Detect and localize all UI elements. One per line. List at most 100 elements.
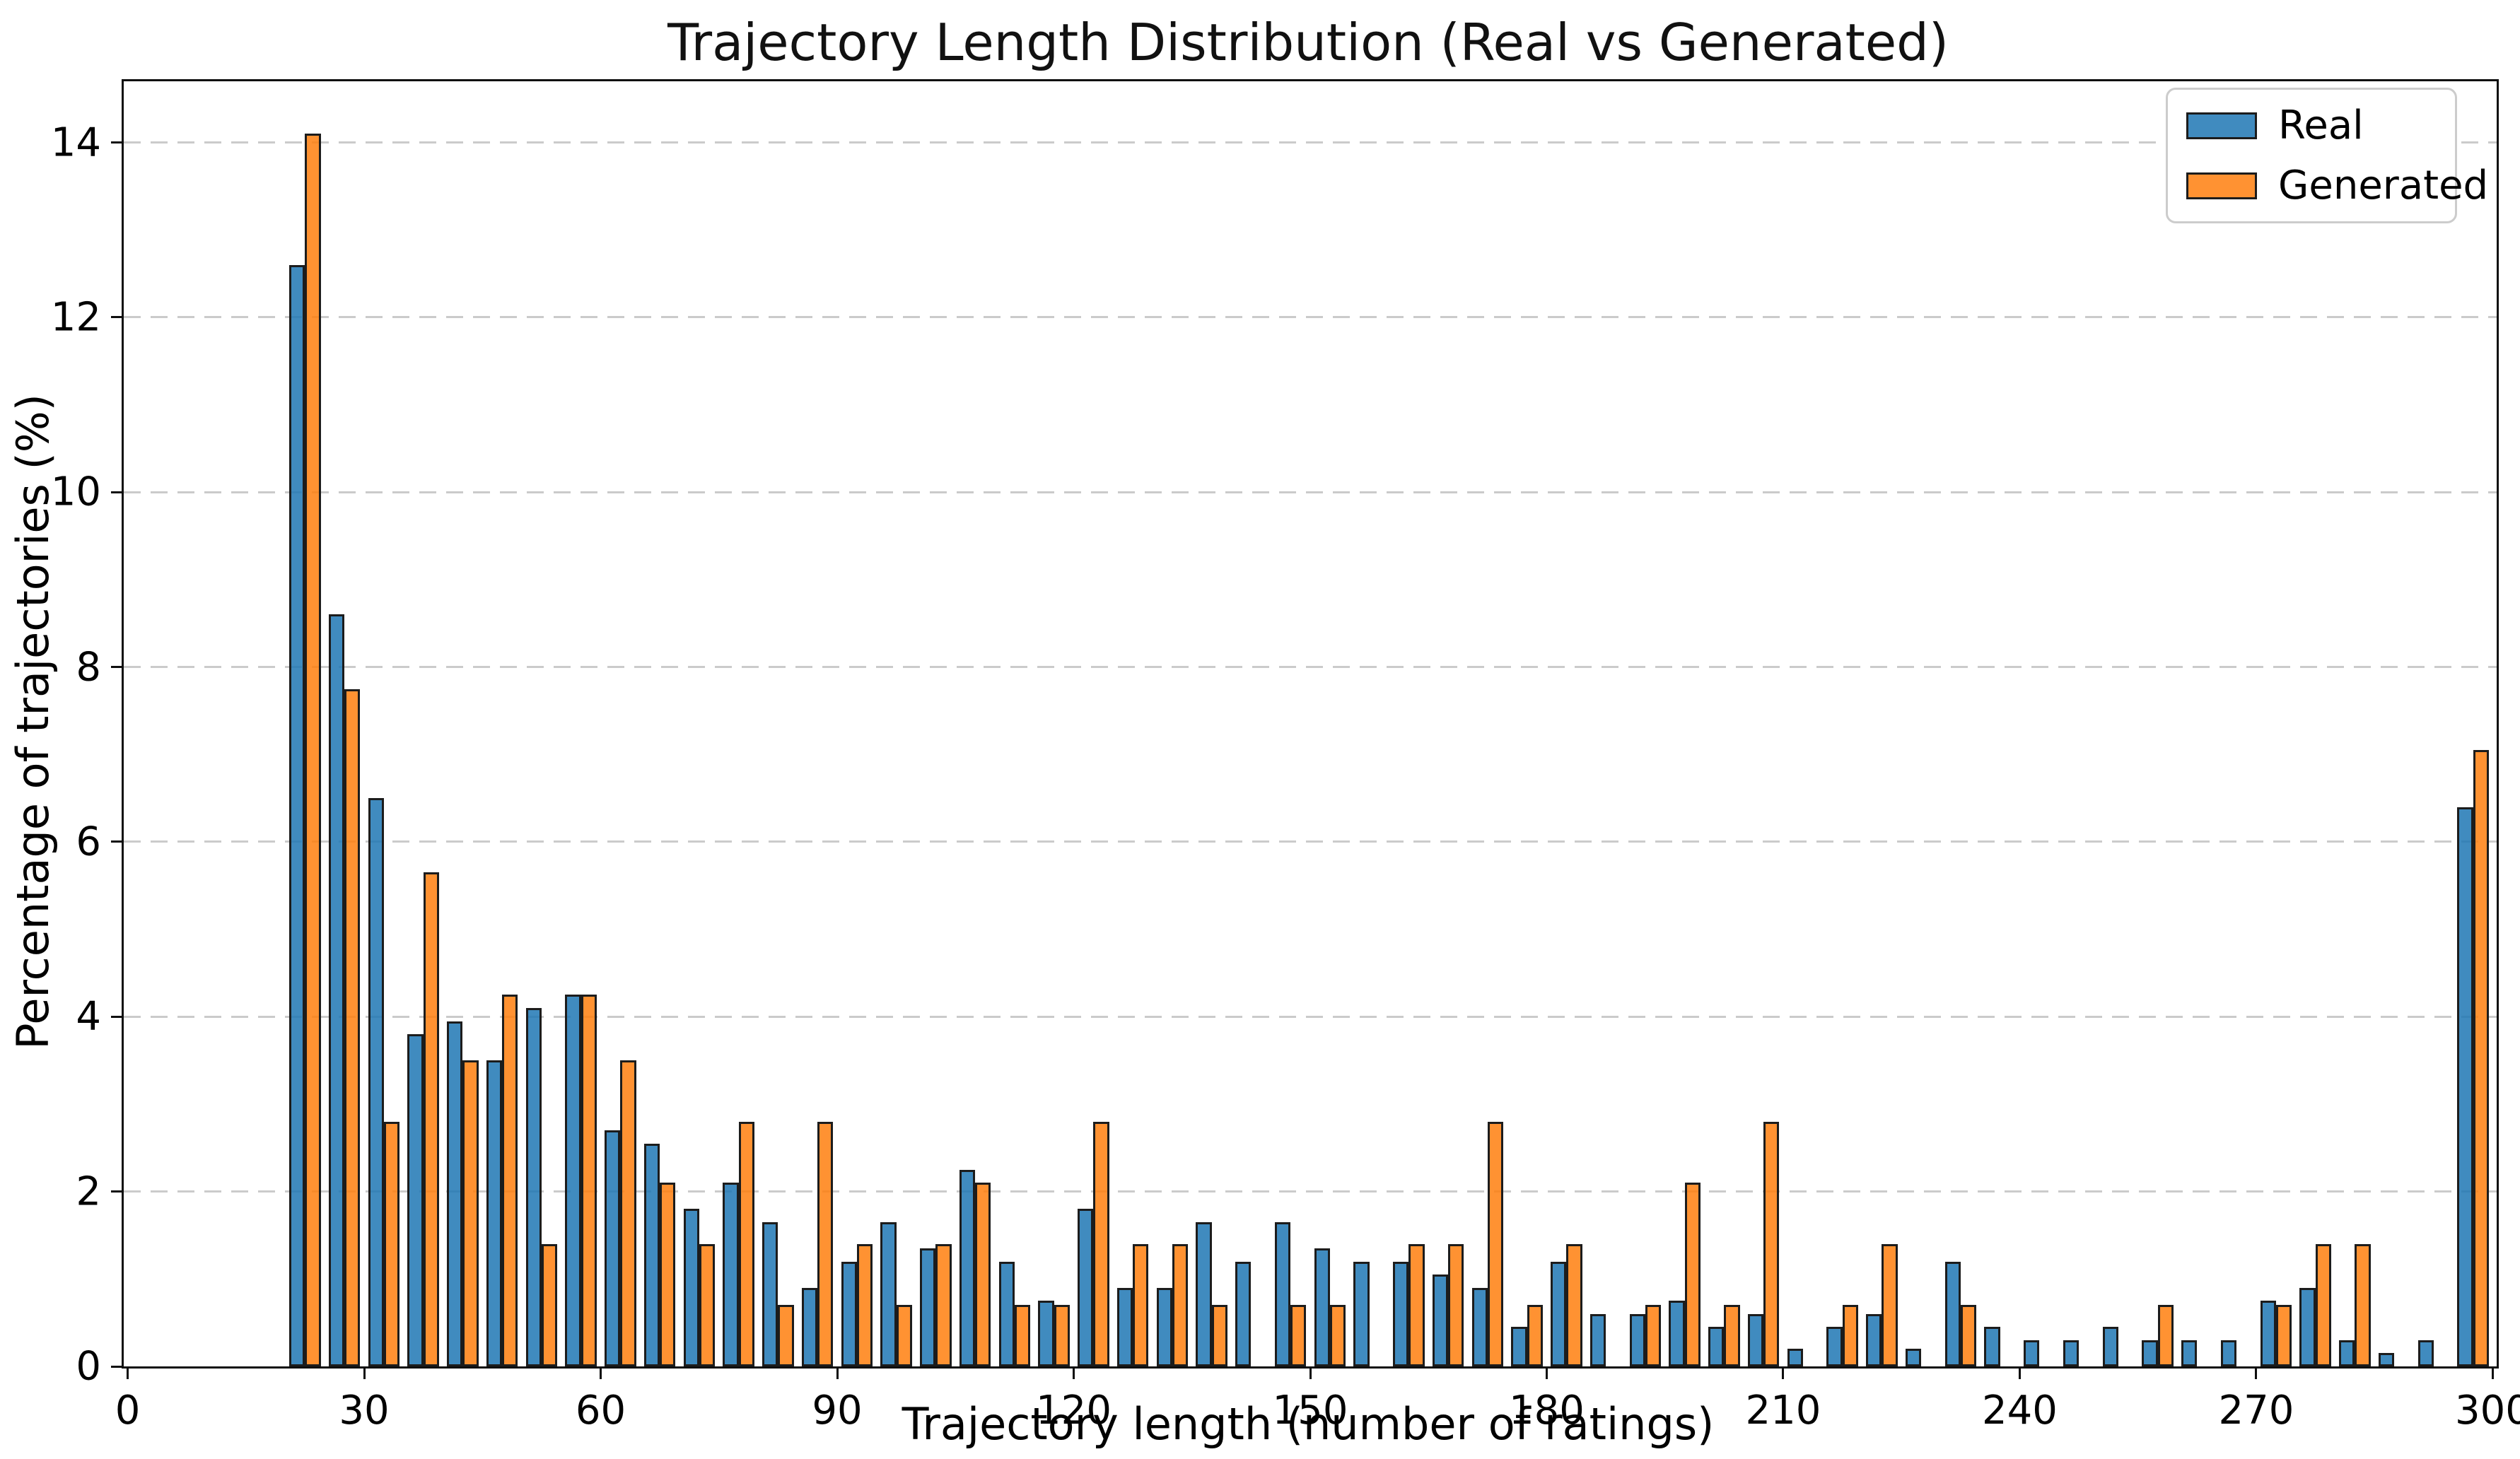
bar-real — [998, 1261, 1015, 1366]
y-axis-label: Percentage of trajectories (%) — [7, 394, 59, 1050]
y-tick-2 — [111, 1190, 122, 1193]
x-tick-90 — [836, 1369, 839, 1379]
bar-generated — [699, 1243, 716, 1366]
bar-generated — [1527, 1305, 1543, 1366]
x-tick-label-30: 30 — [339, 1388, 390, 1434]
bar-real — [605, 1130, 621, 1366]
bar-generated — [1054, 1305, 1070, 1366]
legend-label-real: Real — [2278, 102, 2364, 148]
bar-generated — [1882, 1243, 1898, 1366]
bar-real — [1708, 1327, 1725, 1366]
bar-generated — [896, 1305, 912, 1366]
y-tick-label-0: 0 — [76, 1343, 101, 1390]
bar-generated — [1487, 1121, 1504, 1366]
bar-real — [1196, 1221, 1212, 1366]
bar-real — [2260, 1301, 2276, 1366]
bar-real — [2181, 1340, 2198, 1366]
bar-real — [1432, 1275, 1449, 1366]
bar-generated — [1763, 1121, 1780, 1366]
bar-real — [1078, 1209, 1094, 1366]
y-tick-4 — [111, 1015, 122, 1018]
x-tick-120 — [1073, 1369, 1075, 1379]
bar-real — [643, 1143, 660, 1366]
x-tick-240 — [2018, 1369, 2021, 1379]
bar-real — [1551, 1261, 1567, 1366]
chart-title: Trajectory Length Distribution (Real vs … — [667, 13, 1949, 72]
bar-real — [1866, 1313, 1882, 1366]
bar-real — [2339, 1340, 2355, 1366]
bar-real — [1669, 1301, 1685, 1366]
bar-generated — [383, 1121, 400, 1366]
bar-generated — [778, 1305, 794, 1366]
bar-real — [525, 1007, 542, 1366]
real-color-swatch — [2186, 112, 2257, 139]
bar-generated — [2157, 1305, 2174, 1366]
legend-item-real: Real — [2186, 102, 2437, 148]
gridline-y8 — [124, 666, 2497, 669]
bar-generated — [817, 1121, 834, 1366]
bar-real — [328, 614, 345, 1366]
x-tick-210 — [1782, 1369, 1785, 1379]
bar-generated — [1842, 1305, 1858, 1366]
bar-real — [920, 1248, 936, 1366]
x-tick-label-270: 270 — [2218, 1388, 2294, 1434]
bar-generated — [1290, 1305, 1307, 1366]
y-tick-10 — [111, 491, 122, 493]
generated-color-swatch — [2186, 172, 2257, 199]
x-tick-0 — [127, 1369, 129, 1379]
y-tick-8 — [111, 666, 122, 669]
bar-generated — [502, 995, 518, 1366]
x-tick-label-60: 60 — [575, 1388, 626, 1434]
bar-generated — [2315, 1243, 2331, 1366]
x-tick-label-90: 90 — [812, 1388, 863, 1434]
bar-generated — [1014, 1305, 1031, 1366]
bar-real — [1511, 1327, 1527, 1366]
y-tick-12 — [111, 316, 122, 319]
bar-real — [1629, 1313, 1645, 1366]
gridline-y2 — [124, 1190, 2497, 1193]
bar-real — [2142, 1340, 2158, 1366]
bar-real — [2220, 1340, 2237, 1366]
bar-real — [801, 1287, 818, 1366]
gridline-y12 — [124, 316, 2497, 319]
x-tick-180 — [1545, 1369, 1548, 1379]
y-tick-14 — [111, 141, 122, 144]
bar-real — [2299, 1287, 2316, 1366]
bar-real — [486, 1060, 503, 1366]
bar-real — [565, 995, 581, 1366]
bar-generated — [1093, 1121, 1109, 1366]
bar-real — [1353, 1261, 1370, 1366]
bar-generated — [344, 689, 361, 1366]
bar-real — [1116, 1287, 1133, 1366]
bar-generated — [935, 1243, 952, 1366]
bar-real — [368, 798, 384, 1366]
bar-real — [1274, 1221, 1291, 1366]
bar-generated — [2355, 1243, 2371, 1366]
bar-generated — [1724, 1305, 1740, 1366]
bar-generated — [620, 1060, 636, 1366]
x-tick-150 — [1309, 1369, 1312, 1379]
gridline-y6 — [124, 840, 2497, 843]
bar-real — [2102, 1327, 2118, 1366]
y-tick-label-2: 2 — [76, 1168, 101, 1215]
bar-real — [2417, 1340, 2434, 1366]
bar-real — [1787, 1349, 1803, 1366]
bar-real — [407, 1034, 424, 1366]
bar-real — [2378, 1353, 2395, 1366]
bar-generated — [856, 1243, 873, 1366]
bar-real — [289, 264, 305, 1366]
x-tick-label-300: 300 — [2454, 1388, 2520, 1434]
bar-generated — [2473, 750, 2489, 1366]
y-tick-6 — [111, 840, 122, 843]
bar-generated — [975, 1183, 991, 1366]
x-tick-label-240: 240 — [1982, 1388, 2058, 1434]
bar-real — [1944, 1261, 1961, 1366]
bar-real — [1826, 1327, 1843, 1366]
bar-real — [447, 1021, 463, 1366]
x-tick-label-0: 0 — [115, 1388, 141, 1434]
y-tick-label-14: 14 — [50, 119, 101, 166]
bar-real — [959, 1169, 976, 1366]
x-tick-label-120: 120 — [1036, 1388, 1112, 1434]
bar-real — [1314, 1248, 1330, 1366]
bar-real — [1038, 1301, 1054, 1366]
